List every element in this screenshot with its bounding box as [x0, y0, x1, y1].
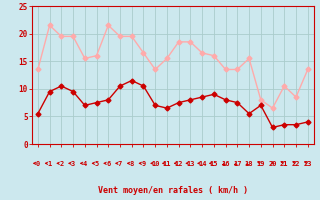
X-axis label: Vent moyen/en rafales ( km/h ): Vent moyen/en rafales ( km/h ): [98, 186, 248, 195]
